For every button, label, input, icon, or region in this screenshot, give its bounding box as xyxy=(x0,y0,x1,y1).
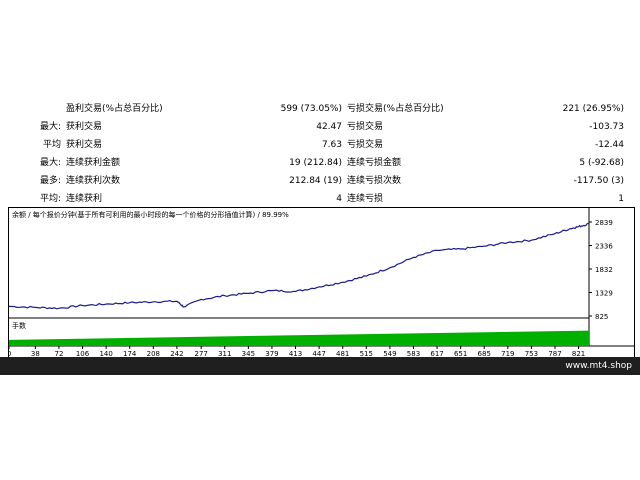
loss-metric-name: 连续亏损金额 xyxy=(347,158,402,168)
profit-metric-name: 连续获利 xyxy=(66,194,103,204)
x-tick-label: 345 xyxy=(242,350,255,358)
x-tick-label: 277 xyxy=(194,350,207,358)
x-tick-label: 651 xyxy=(454,350,467,358)
watermark-text: www.mt4.shop xyxy=(565,361,632,371)
y-tick-label: 2839 xyxy=(595,219,613,227)
x-tick-label: 583 xyxy=(407,350,420,358)
profit-metric-name: 连续获利金额 xyxy=(66,158,121,168)
volume-area xyxy=(9,330,589,346)
x-tick-label: 685 xyxy=(478,350,491,358)
loss-metric-name: 连续亏损次数 xyxy=(347,176,402,186)
x-tick-label: 617 xyxy=(430,350,443,358)
x-tick-label: 242 xyxy=(170,350,183,358)
loss-metric-name: 亏损交易 xyxy=(347,140,384,150)
balance-series xyxy=(8,222,590,310)
stats-row: 最大: 连续获利金额 19 (212.84) 连续亏损金额 5 (-92.68) xyxy=(0,154,640,173)
x-tick-label: 481 xyxy=(336,350,349,358)
stats-row-label: 最大: xyxy=(39,158,61,168)
x-tick-label: 208 xyxy=(147,350,160,358)
stats-row: 盈利交易(%占总百分比) 599 (73.05%) 亏损交易(%占总百分比) 2… xyxy=(0,100,640,119)
stats-row: 最多: 连续获利次数 212.84 (19) 连续亏损次数 -117.50 (3… xyxy=(0,172,640,191)
x-tick-label: 753 xyxy=(525,350,538,358)
balance-chart-panel: 余额 / 每个报价分钟(基于所有可利用的最小时段的每一个价格的分形插值计算) /… xyxy=(7,207,635,359)
y-axis-ticks: 2839 2336 1832 1329 825 xyxy=(589,219,613,321)
loss-metric-value: -117.50 (3) xyxy=(573,176,624,186)
loss-metric-name: 亏损交易(%占总百分比) xyxy=(347,104,444,114)
x-tick-label: 106 xyxy=(76,350,90,358)
profit-metric-name: 盈利交易(%占总百分比) xyxy=(66,104,163,114)
balance-line xyxy=(8,222,590,310)
x-tick-label: 719 xyxy=(501,350,514,358)
profit-metric-name: 获利交易 xyxy=(66,140,103,150)
statistics-table: 盈利交易(%占总百分比) 599 (73.05%) 亏损交易(%占总百分比) 2… xyxy=(0,100,640,206)
footer-bar: www.mt4.shop xyxy=(0,357,640,375)
x-axis-ticks: 0 38 72 106 140 174 208 242 277 311 345 379 413 447 48… xyxy=(7,346,585,358)
x-tick-label: 549 xyxy=(383,350,396,358)
y-tick-label: 1832 xyxy=(595,266,613,274)
profit-metric-value: 19 (212.84) xyxy=(289,158,342,168)
stats-row: 最大: 获利交易 42.47 亏损交易 -103.73 xyxy=(0,118,640,137)
x-tick-label: 447 xyxy=(312,350,325,358)
loss-metric-value: -12.44 xyxy=(594,140,624,150)
profit-metric-value: 599 (73.05%) xyxy=(280,104,342,114)
stats-row-label: 平均: xyxy=(39,194,61,204)
profit-metric-value: 42.47 xyxy=(316,122,342,132)
loss-metric-name: 连续亏损 xyxy=(347,194,384,204)
x-tick-label: 0 xyxy=(9,350,11,358)
stats-row-label: 平均 xyxy=(42,140,61,150)
profit-metric-value: 212.84 (19) xyxy=(289,176,342,186)
x-tick-label: 515 xyxy=(360,350,373,358)
balance-chart: 余额 / 每个报价分钟(基于所有可利用的最小时段的每一个价格的分形插值计算) /… xyxy=(7,208,634,358)
stats-row-label: 最多: xyxy=(39,176,61,186)
volume-fill xyxy=(9,330,589,346)
stats-row: 平均 获利交易 7.63 亏损交易 -12.44 xyxy=(0,136,640,155)
loss-metric-value: 1 xyxy=(618,194,624,204)
x-tick-label: 379 xyxy=(265,350,278,358)
x-tick-label: 413 xyxy=(289,350,302,358)
x-tick-label: 140 xyxy=(99,350,112,358)
chart-header: 余额 / 每个报价分钟(基于所有可利用的最小时段的每一个价格的分形插值计算) /… xyxy=(12,210,289,219)
stats-row-label: 最大: xyxy=(39,122,61,132)
loss-metric-value: 221 (26.95%) xyxy=(562,104,624,114)
x-tick-label: 174 xyxy=(123,350,137,358)
profit-metric-name: 获利交易 xyxy=(66,122,103,132)
x-tick-label: 311 xyxy=(218,350,231,358)
x-tick-label: 821 xyxy=(572,350,585,358)
x-tick-label: 787 xyxy=(548,350,561,358)
y-tick-label: 2336 xyxy=(595,242,613,250)
y-tick-label: 1329 xyxy=(595,289,613,297)
profit-metric-name: 连续获利次数 xyxy=(66,176,121,186)
stats-row: 平均: 连续获利 4 连续亏损 1 xyxy=(0,190,640,209)
volume-label: 手数 xyxy=(12,321,26,330)
profit-metric-value: 4 xyxy=(336,194,342,204)
loss-metric-name: 亏损交易 xyxy=(347,122,384,132)
profit-metric-value: 7.63 xyxy=(321,140,342,150)
y-tick-label: 825 xyxy=(595,313,608,321)
x-tick-label: 72 xyxy=(54,350,63,358)
loss-metric-value: 5 (-92.68) xyxy=(579,158,624,168)
x-tick-label: 38 xyxy=(31,350,40,358)
loss-metric-value: -103.73 xyxy=(589,122,624,132)
